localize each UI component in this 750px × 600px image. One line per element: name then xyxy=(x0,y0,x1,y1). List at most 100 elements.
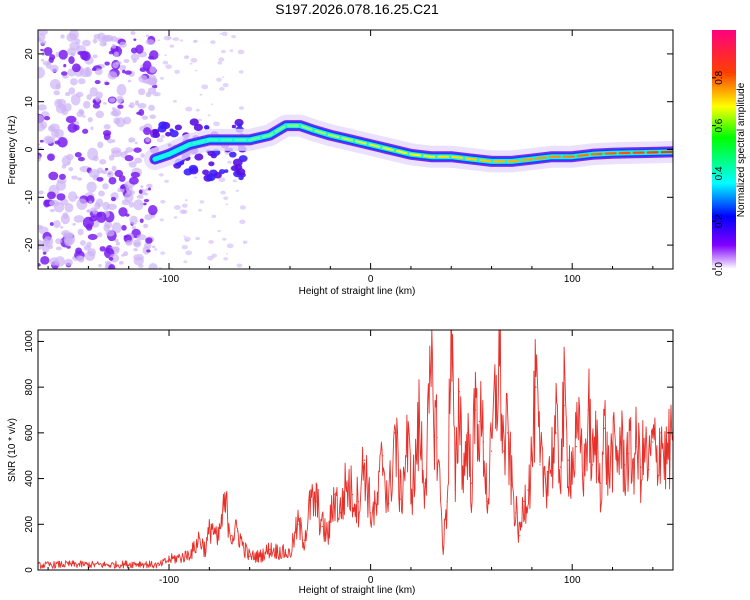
snr-point xyxy=(462,477,464,480)
noise-blob xyxy=(95,96,101,102)
cluster-blob xyxy=(174,124,182,131)
snr-point xyxy=(595,441,597,443)
noise-blob xyxy=(60,34,65,39)
noise-blob xyxy=(128,161,137,168)
noise-blob xyxy=(108,97,116,103)
noise-blob xyxy=(148,263,158,269)
noise-blob xyxy=(143,223,149,229)
cluster-blob xyxy=(235,168,246,176)
noise-blob xyxy=(73,124,80,131)
noise-blob xyxy=(94,68,103,76)
noise-blob xyxy=(86,195,95,204)
snr-point xyxy=(458,391,460,393)
noise-blob xyxy=(114,238,119,243)
noise-blob xyxy=(145,34,150,38)
cluster-blob xyxy=(183,168,193,176)
noise-blob xyxy=(143,202,147,206)
noise-blob xyxy=(158,173,164,177)
noise-blob xyxy=(49,257,59,266)
bottom-x-tick-label: 0 xyxy=(368,575,374,586)
noise-blob xyxy=(40,256,50,265)
noise-blob xyxy=(144,214,153,221)
top-y-tick-label: 20 xyxy=(24,48,35,60)
noise-blob xyxy=(184,199,188,202)
noise-blob xyxy=(58,49,68,60)
snr-point xyxy=(652,441,654,443)
snr-point xyxy=(644,450,646,452)
snr-point xyxy=(495,395,497,397)
snr-point xyxy=(168,559,170,561)
noise-blob xyxy=(74,38,81,45)
noise-blob xyxy=(117,188,122,193)
noise-blob xyxy=(227,160,232,164)
noise-blob xyxy=(173,205,181,210)
noise-blob xyxy=(71,175,78,180)
noise-blob xyxy=(104,61,110,66)
snr-point xyxy=(259,555,261,557)
noise-blob xyxy=(111,149,123,158)
noise-blob xyxy=(54,98,63,108)
snr-point xyxy=(603,427,606,429)
x-axis-label-bottom: Height of straight line (km) xyxy=(299,585,416,596)
noise-blob xyxy=(119,64,127,72)
snr-point xyxy=(297,523,299,525)
snr-point xyxy=(454,489,456,491)
noise-blob xyxy=(111,165,117,172)
noise-blob xyxy=(48,171,59,181)
noise-blob xyxy=(49,222,54,226)
snr-point xyxy=(531,459,533,461)
noise-blob xyxy=(110,196,117,202)
noise-blob xyxy=(105,229,115,237)
noise-blob xyxy=(53,220,61,229)
top-y-tick-label: 0 xyxy=(24,146,35,152)
noise-blob xyxy=(39,139,44,143)
noise-blob xyxy=(133,147,142,153)
noise-blob xyxy=(74,151,82,158)
snr-point xyxy=(490,450,493,452)
noise-blob xyxy=(113,51,119,58)
cluster-blob xyxy=(231,124,237,129)
noise-blob xyxy=(60,71,68,76)
noise-blob xyxy=(68,167,74,172)
noise-blob xyxy=(66,47,77,56)
noise-blob xyxy=(213,121,220,127)
noise-blob xyxy=(96,211,103,218)
noise-blob xyxy=(128,104,132,108)
colorbar-tick-label: 0.6 xyxy=(714,118,725,132)
top-y-tick-label: -20 xyxy=(24,237,35,252)
noise-blob xyxy=(138,75,148,83)
cluster-blob xyxy=(158,121,168,129)
noise-blob xyxy=(219,86,225,91)
noise-blob xyxy=(58,173,66,180)
noise-blob xyxy=(207,114,211,117)
noise-blob xyxy=(148,104,155,111)
snr-point xyxy=(243,546,245,548)
noise-blob xyxy=(43,236,54,248)
noise-blob xyxy=(65,115,77,124)
snr-point xyxy=(482,441,485,443)
noise-blob xyxy=(64,103,72,112)
noise-blob xyxy=(119,41,127,48)
noise-blob xyxy=(117,104,124,109)
noise-blob xyxy=(82,39,91,47)
snr-point xyxy=(579,436,581,439)
noise-blob xyxy=(220,49,226,54)
noise-blob xyxy=(72,222,76,226)
noise-blob xyxy=(160,199,166,204)
snr-point xyxy=(499,361,501,363)
noise-blob xyxy=(68,87,76,95)
snr-point xyxy=(607,473,610,475)
noise-blob xyxy=(40,48,44,52)
snr-point xyxy=(376,509,378,512)
noise-blob xyxy=(56,193,66,201)
noise-blob xyxy=(124,70,132,75)
noise-blob xyxy=(134,157,143,164)
snr-point xyxy=(394,432,396,434)
noise-blob xyxy=(185,106,193,112)
cluster-blob xyxy=(193,123,203,132)
cluster-blob xyxy=(229,151,237,158)
snr-point xyxy=(523,500,525,503)
noise-blob xyxy=(38,66,45,79)
